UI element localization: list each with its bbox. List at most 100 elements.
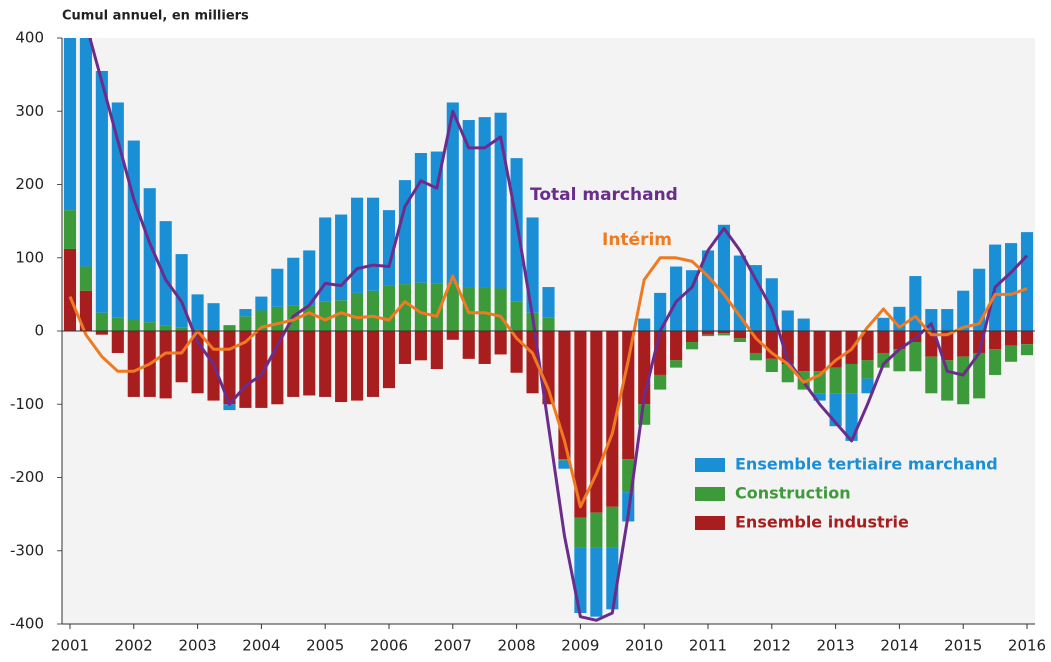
bar-segment [79, 38, 92, 267]
legend-label: Ensemble tertiaire marchand [735, 455, 998, 474]
y-tick-label: -200 [10, 468, 44, 486]
bar-segment [63, 248, 77, 331]
bar-segment [638, 318, 651, 331]
bar-segment [319, 331, 332, 397]
bar-segment [861, 331, 874, 361]
bar-segment [1005, 331, 1018, 346]
bar-segment [574, 547, 587, 614]
bar-segment [63, 210, 77, 249]
bar-segment [733, 331, 746, 339]
legend-label: Construction [735, 484, 851, 503]
bar-segment [622, 331, 635, 460]
bar-segment [111, 331, 124, 353]
line-series [88, 38, 1029, 622]
bar-segment [941, 331, 954, 361]
bar-segment [127, 320, 140, 331]
bar-segment [446, 283, 459, 331]
bar-segment [319, 217, 332, 302]
bar-segment [670, 331, 683, 361]
x-tick-label: 2013 [817, 637, 855, 655]
bar-segment [255, 296, 268, 311]
bar-segment [957, 290, 970, 331]
x-tick-label: 2006 [370, 637, 408, 655]
bar-segment [398, 284, 412, 331]
y-tick-label: -300 [10, 541, 44, 559]
bar-segment [303, 305, 316, 331]
bar-segment [781, 331, 794, 364]
bar-segment [239, 309, 252, 317]
lines [68, 38, 1029, 622]
bar-segment [175, 327, 188, 331]
bar-segment [398, 180, 412, 285]
bar-segment [462, 120, 475, 288]
bar-segment [414, 153, 427, 283]
bar-segment [446, 102, 459, 284]
x-tick-label: 2016 [1008, 637, 1046, 655]
bar-segment [175, 331, 188, 383]
bar-segment [606, 506, 619, 548]
bar-segment [207, 303, 220, 330]
bar-segment [414, 331, 427, 361]
bar-segment [701, 331, 715, 335]
bar-segment [1020, 331, 1034, 345]
bar-segment [670, 360, 683, 368]
bar-segment [127, 331, 140, 397]
bar-segment [781, 310, 794, 331]
y-tick-label: 0 [34, 322, 44, 340]
legend-swatch [695, 487, 725, 501]
y-tick-label: 100 [15, 248, 44, 266]
bar-segment [893, 331, 906, 350]
y-tick-label: 300 [15, 102, 44, 120]
bar-segment [574, 517, 587, 548]
bar-segment [877, 331, 890, 353]
bar-segment [1005, 243, 1018, 331]
bar-segment [1020, 344, 1034, 356]
bar-segment [733, 338, 746, 342]
bar-segment [111, 317, 124, 331]
legend-label: Ensemble industrie [735, 513, 909, 532]
bar-segment [717, 224, 731, 331]
x-tick-label: 2005 [306, 637, 344, 655]
bar-segment [366, 290, 380, 331]
bar-segment [287, 257, 300, 306]
bar-segment [558, 460, 571, 469]
bar-segment [749, 352, 762, 361]
bar-segment [79, 266, 92, 291]
bar-segment [685, 341, 699, 350]
bar-segment [287, 331, 300, 397]
x-tick-label: 2002 [115, 637, 153, 655]
bar-segment [685, 270, 699, 331]
bar-segment [303, 331, 316, 396]
bar-segment [701, 334, 715, 337]
bar-segment [382, 285, 396, 331]
bar-segment [510, 301, 523, 331]
bar-segment [414, 282, 427, 331]
bar-segment [542, 317, 555, 331]
x-tick-label: 2010 [625, 637, 663, 655]
bar-segment [925, 356, 938, 394]
bar-segment [478, 331, 491, 364]
bar-segment [223, 325, 236, 331]
bar-segment [877, 317, 890, 331]
x-tick-label: 2001 [51, 637, 89, 655]
bar-segment [398, 331, 412, 364]
bar-segment [255, 331, 268, 408]
line-series [68, 256, 1028, 509]
bar-segment [813, 331, 826, 372]
bar-segment [877, 352, 890, 368]
bar-segment [685, 331, 699, 342]
bar-segment [957, 331, 970, 357]
bar-segment [526, 217, 539, 313]
bar-segment [893, 349, 906, 372]
x-tick-label: 2009 [561, 637, 599, 655]
bar-segment [446, 331, 459, 340]
line-label: Total marchand [530, 185, 678, 205]
bar-segment [239, 316, 252, 331]
bar-segment [335, 300, 348, 331]
bar-segment [303, 250, 316, 306]
x-tick-label: 2003 [178, 637, 216, 655]
x-tick-label: 2012 [753, 637, 791, 655]
x-tick-label: 2007 [434, 637, 472, 655]
